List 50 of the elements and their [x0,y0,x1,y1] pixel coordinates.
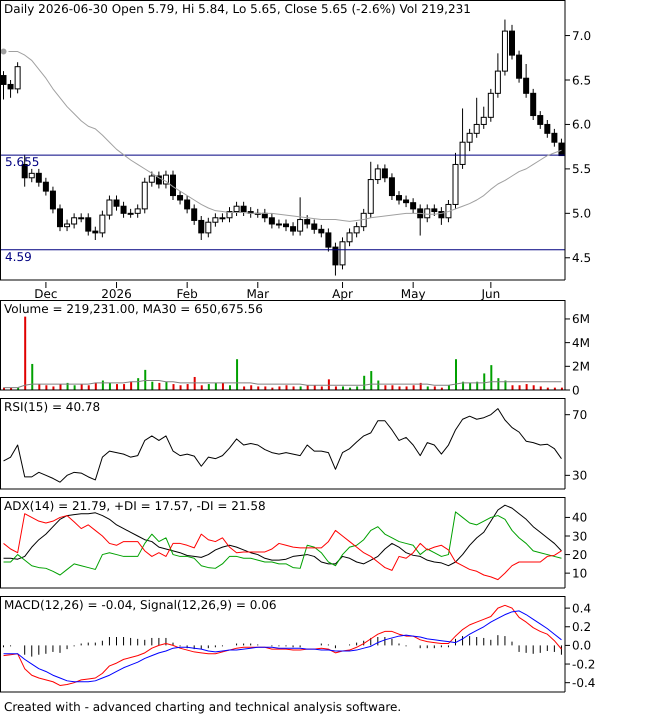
chart-title: MACD(12,26) = -0.04, Signal(12,26,9) = 0.06 [4,598,276,612]
y-tick-label: -0.4 [572,676,596,690]
y-tick-label: 4.5 [572,251,592,266]
line-series [3,380,562,388]
bar [151,382,154,390]
x-tick-label: Mar [246,287,270,301]
x-tick-label: 2026 [101,287,132,301]
chart-title: ADX(14) = 21.79, +DI = 17.57, -DI = 21.58 [4,499,266,513]
y-tick-label: 5.5 [572,162,592,176]
bar [116,384,118,390]
bar [172,384,174,390]
y-tick-label: 30 [572,529,588,544]
bar [24,316,26,390]
bar [370,371,372,390]
y-tick-label: 10 [572,566,588,580]
y-tick-label: 0.0 [572,638,592,653]
bar [483,373,486,390]
y-tick-label: 6M [572,312,590,326]
y-tick-label: -0.2 [572,657,596,672]
bar [186,384,189,390]
y-tick-label: 30 [572,468,588,483]
y-tick-label: 6.0 [572,118,592,132]
y-tick-label: 40 [572,510,588,525]
bar [165,382,168,390]
y-tick-label: 7.0 [572,28,592,43]
text: Created with - advanced charting and technical analysis software. [3,700,402,715]
y-tick-label: 5.0 [572,206,592,221]
bar [236,359,238,390]
y-tick-label: 0.2 [572,620,592,634]
y-tick-label: 70 [572,408,588,422]
bar [455,359,457,390]
bar [144,370,146,390]
y-tick-label: 2M [572,360,590,374]
bar [158,382,160,390]
chart-title: Volume = 219,231.00, MA30 = 650,675.56 [4,302,263,316]
chart-title: RSI(15) = 40.78 [4,400,100,414]
y-tick-label: 20 [572,548,588,562]
bar [526,384,528,390]
chart-title: Daily 2026-06-30 Open 5.79, Hi 5.84, Lo 5.65, Close 5.65 (-2.6%) Vol 219,231 [4,2,471,16]
y-tick-label: 4M [572,336,590,350]
bar [490,365,492,390]
bar [31,364,34,390]
y-tick-label: 6.5 [572,73,592,88]
bar [123,384,126,390]
y-tick-label: 0.4 [572,601,592,616]
x-tick-label: Feb [176,287,198,301]
bar [208,384,210,390]
ref-line-label: 4.59 [5,250,32,264]
x-tick-label: Dec [34,287,58,301]
y-tick-label: 0 [572,383,580,398]
